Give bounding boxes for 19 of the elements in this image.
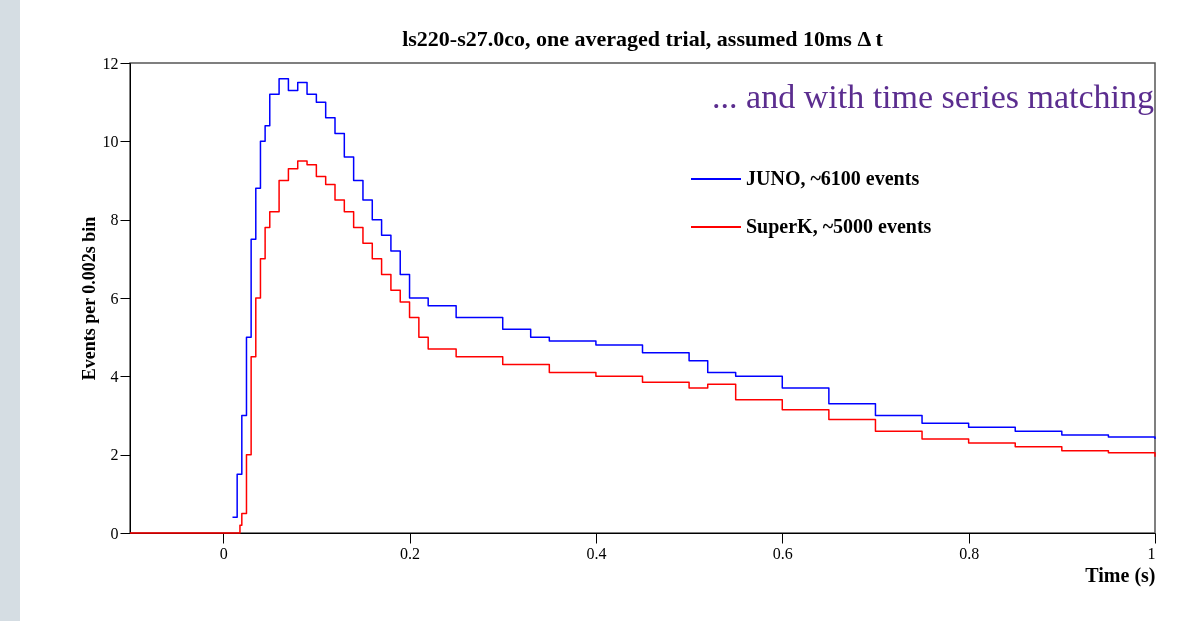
y-tick-label: 0 <box>110 524 119 542</box>
y-tick-label: 2 <box>110 446 119 464</box>
y-tick-label: 6 <box>110 289 119 307</box>
y-tick-label: 8 <box>110 211 119 229</box>
x-tick-label: 0.4 <box>586 544 607 562</box>
x-tick-label: 0.2 <box>400 544 421 562</box>
x-tick-label: 0.6 <box>772 544 793 562</box>
y-tick-label: 10 <box>102 132 119 150</box>
x-tick-label: 0.8 <box>959 544 980 562</box>
y-tick-label: 4 <box>110 367 119 385</box>
chart-title: ls220-s27.0co, one averaged trial, assumed 10ms Δ t <box>402 26 884 51</box>
x-axis-title: Time (s) <box>1085 563 1156 587</box>
legend-label: JUNO, ~6100 events <box>746 167 920 189</box>
x-tick-label: 0 <box>219 544 228 562</box>
y-axis-title: Events per 0.002s bin <box>78 216 99 381</box>
legend-label: SuperK, ~5000 events <box>746 215 932 238</box>
annotation: ... and with time series matching <box>712 78 1154 115</box>
x-tick-label: 1 <box>1147 544 1156 562</box>
y-tick-label: 12 <box>102 54 119 72</box>
